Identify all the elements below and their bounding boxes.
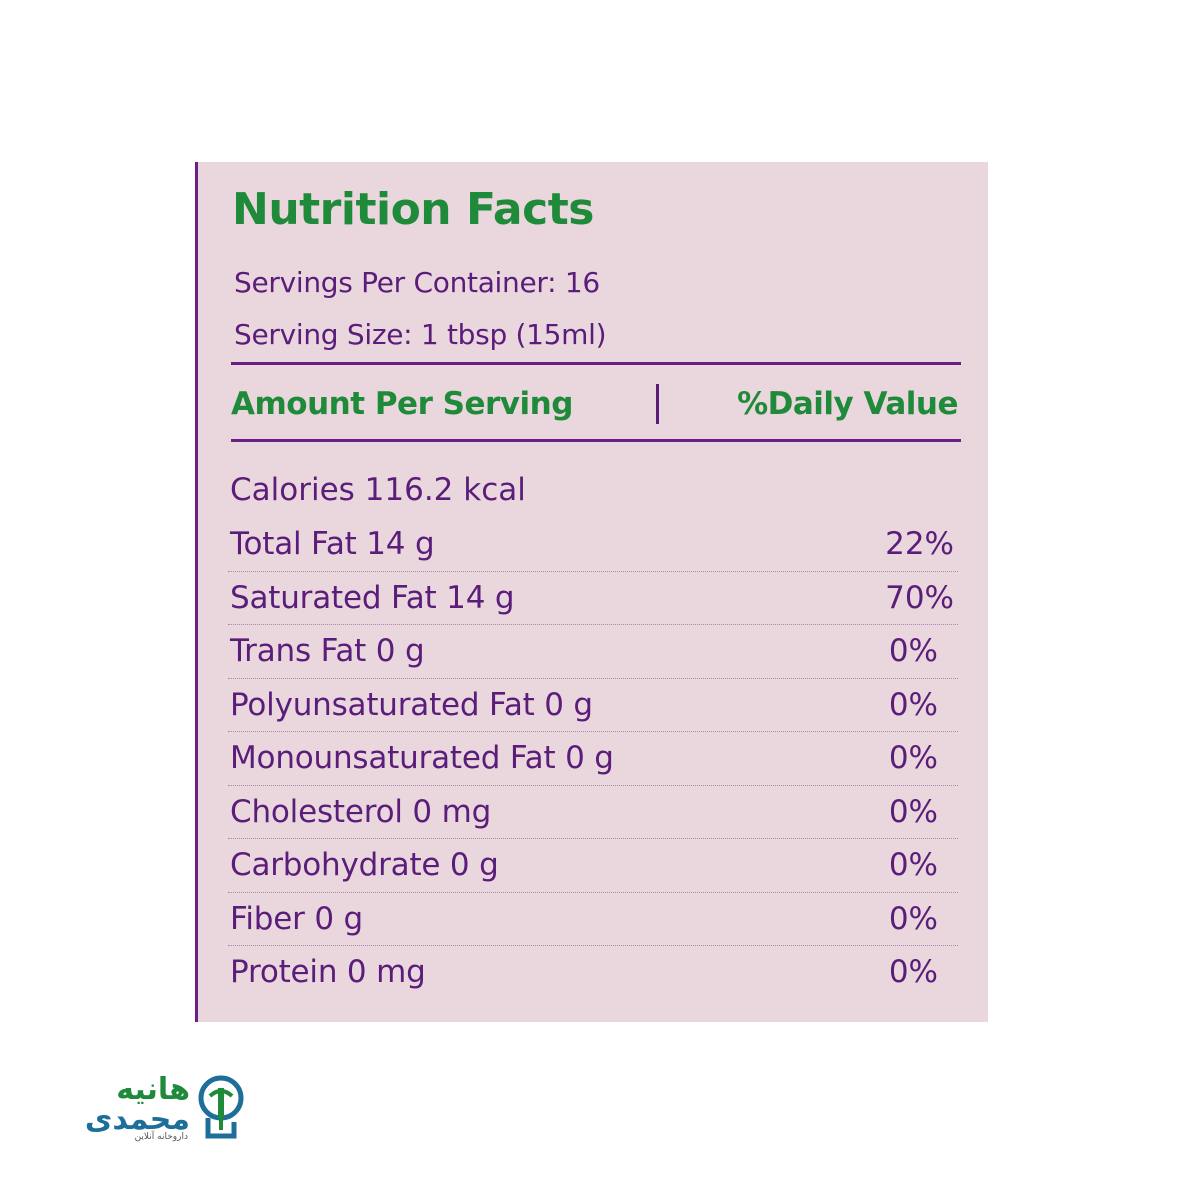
nutrient-list: Total Fat 14 g 22% Saturated Fat 14 g 70… — [228, 518, 958, 1000]
logo-name-line1: هانیه — [116, 1072, 190, 1107]
nutrient-daily-value: 0% — [888, 793, 938, 830]
nutrient-row: Protein 0 mg 0% — [228, 946, 958, 1000]
nutrient-name: Total Fat 14 g — [230, 526, 435, 562]
nutrient-name: Cholesterol 0 mg — [230, 793, 492, 830]
nutrient-daily-value: 0% — [888, 847, 938, 883]
logo-tagline: داروخانه آنلاین — [134, 1132, 188, 1142]
daily-value-header: %Daily Value — [737, 386, 958, 422]
nutrient-daily-value: 22% — [885, 526, 954, 562]
nutrient-row: Monounsaturated Fat 0 g 0% — [228, 732, 958, 786]
nutrient-name: Saturated Fat 14 g — [230, 579, 515, 616]
calories: Calories 116.2 kcal — [230, 472, 526, 508]
servings-per-container: Servings Per Container: 16 — [234, 266, 600, 299]
nutrient-row: Carbohydrate 0 g 0% — [228, 839, 958, 893]
nutrient-daily-value: 0% — [888, 633, 938, 669]
header-top-rule — [231, 362, 961, 365]
header-bottom-rule — [231, 439, 961, 442]
nutrient-row: Polyunsaturated Fat 0 g 0% — [228, 679, 958, 732]
nutrient-daily-value: 0% — [888, 954, 938, 990]
nutrient-name: Fiber 0 g — [230, 900, 363, 937]
nutrient-row: Trans Fat 0 g 0% — [228, 625, 958, 679]
pharmacy-emblem-icon — [198, 1075, 244, 1139]
serving-size: Serving Size: 1 tbsp (15ml) — [234, 318, 607, 351]
nutrition-label: Nutrition Facts Servings Per Container: … — [195, 162, 988, 1022]
nutrient-daily-value: 0% — [888, 900, 938, 937]
pharmacy-logo: هانیه محمدی داروخانه آنلاین — [58, 1072, 248, 1144]
nutrient-daily-value: 0% — [888, 686, 938, 723]
header-separator — [656, 384, 659, 424]
nutrient-name: Monounsaturated Fat 0 g — [230, 740, 614, 776]
nutrient-daily-value: 70% — [885, 579, 954, 616]
nutrient-name: Polyunsaturated Fat 0 g — [230, 686, 593, 723]
nutrient-name: Carbohydrate 0 g — [230, 847, 499, 883]
nutrient-name: Protein 0 mg — [230, 954, 426, 990]
nutrient-row: Saturated Fat 14 g 70% — [228, 572, 958, 625]
amount-per-serving-header: Amount Per Serving — [231, 386, 573, 422]
nutrient-daily-value: 0% — [888, 740, 938, 776]
label-title: Nutrition Facts — [232, 184, 594, 235]
nutrient-row: Cholesterol 0 mg 0% — [228, 786, 958, 839]
nutrient-row: Fiber 0 g 0% — [228, 893, 958, 946]
nutrient-name: Trans Fat 0 g — [230, 633, 425, 669]
logo-name-line2: محمدی — [84, 1102, 190, 1137]
nutrient-row: Total Fat 14 g 22% — [228, 518, 958, 572]
